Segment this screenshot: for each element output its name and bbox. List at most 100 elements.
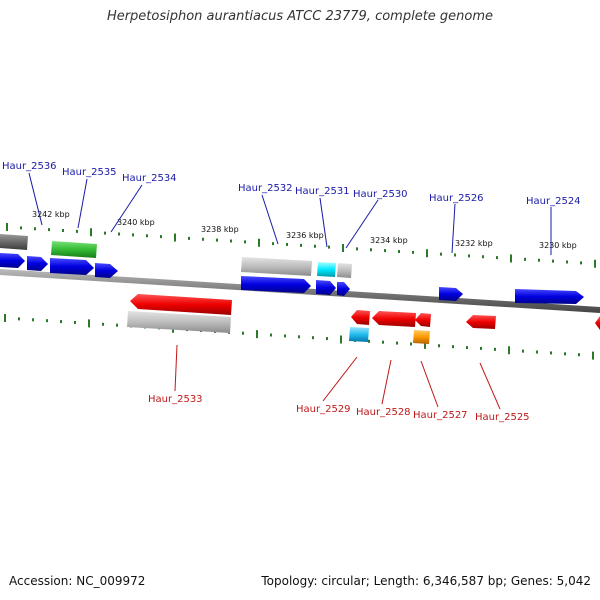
minor-tick <box>368 339 370 343</box>
gene-arrow-forward[interactable] <box>241 276 311 293</box>
minor-tick <box>412 250 414 254</box>
minor-tick <box>452 345 454 349</box>
minor-tick <box>284 334 286 338</box>
scale-label: 3240 kbp <box>117 218 155 227</box>
minor-tick <box>286 243 288 246</box>
minor-tick <box>104 231 106 235</box>
gene-feature-gray[interactable] <box>337 263 352 278</box>
minor-tick <box>410 342 412 346</box>
minor-tick <box>454 253 456 257</box>
minor-tick <box>356 247 358 251</box>
minor-tick <box>230 239 232 243</box>
minor-tick <box>536 350 538 354</box>
gene-arrow-reverse[interactable] <box>595 316 600 330</box>
minor-tick <box>132 233 134 237</box>
minor-tick <box>202 237 204 241</box>
gene-label-forward[interactable]: Haur_2536 <box>2 161 57 172</box>
gene-label-reverse[interactable]: Haur_2528 <box>356 407 411 418</box>
gene-feature-cyan[interactable] <box>317 262 336 277</box>
gene-label-reverse[interactable]: Haur_2533 <box>148 394 203 405</box>
gene-feature-gray[interactable] <box>127 311 231 333</box>
gene-arrow-forward[interactable] <box>316 280 336 295</box>
minor-tick <box>468 254 470 258</box>
gene-label-reverse[interactable]: Haur_2527 <box>413 410 468 421</box>
major-tick <box>342 244 344 252</box>
major-tick <box>88 319 90 328</box>
minor-tick <box>384 249 386 253</box>
minor-tick <box>34 227 36 231</box>
gene-feature-green[interactable] <box>51 241 97 258</box>
gene-feature-gray[interactable] <box>241 257 312 276</box>
gene-arrow-forward[interactable] <box>439 287 463 301</box>
gene-arrow-forward[interactable] <box>50 258 94 275</box>
minor-tick <box>18 317 20 321</box>
major-tick <box>90 228 92 237</box>
gene-label-reverse[interactable]: Haur_2525 <box>475 412 530 423</box>
gene-label-forward[interactable]: Haur_2535 <box>62 167 117 178</box>
major-tick <box>508 346 510 355</box>
genome-title: Herpetosiphon aurantiacus ATCC 23779, co… <box>106 9 494 24</box>
minor-tick <box>48 228 50 232</box>
reverse-gene-labels: Haur_2533 Haur_2529 Haur_2528 Haur_2527 … <box>148 344 530 423</box>
scale-label: 3238 kbp <box>201 225 239 234</box>
major-tick <box>4 314 6 322</box>
gene-arrow-forward[interactable] <box>27 256 48 271</box>
gene-arrow-reverse[interactable] <box>351 310 370 325</box>
major-tick <box>340 335 342 344</box>
genome-summary: Topology: circular; Length: 6,346,587 bp… <box>261 574 591 588</box>
scale-label: 3230 kbp <box>539 241 577 250</box>
scale-label: 3236 kbp <box>286 231 324 240</box>
gene-feature-gray[interactable] <box>0 234 28 250</box>
minor-tick <box>438 344 440 348</box>
minor-tick <box>118 232 120 236</box>
minor-tick <box>270 333 272 337</box>
minor-tick <box>398 250 400 253</box>
gene-arrow-reverse[interactable] <box>415 313 431 327</box>
gene-label-forward[interactable]: Haur_2531 <box>295 186 350 197</box>
gene-feature-orange[interactable] <box>413 330 430 344</box>
minor-tick <box>482 255 484 259</box>
minor-tick <box>480 346 482 350</box>
minor-tick <box>160 235 162 239</box>
minor-tick <box>580 261 582 265</box>
minor-tick <box>538 258 540 262</box>
minor-tick <box>312 336 314 340</box>
gene-label-forward[interactable]: Haur_2526 <box>429 193 484 204</box>
minor-tick <box>494 347 496 351</box>
minor-tick <box>382 340 384 344</box>
minor-tick <box>314 244 316 248</box>
gene-arrow-reverse[interactable] <box>372 311 416 327</box>
scale-labels: 3242 kbp 3240 kbp 3238 kbp 3236 kbp 3234… <box>32 210 577 250</box>
minor-tick <box>326 337 328 341</box>
gene-arrow-forward[interactable] <box>95 263 118 278</box>
scale-label: 3232 kbp <box>455 239 493 248</box>
minor-tick <box>496 256 498 260</box>
gene-label-forward[interactable]: Haur_2530 <box>353 189 408 200</box>
minor-tick <box>440 252 442 256</box>
gene-label-forward[interactable]: Haur_2532 <box>238 183 293 194</box>
minor-tick <box>116 323 118 327</box>
minor-tick <box>216 238 218 242</box>
major-tick <box>6 223 8 231</box>
gene-arrow-forward[interactable] <box>337 282 350 296</box>
gene-label-forward[interactable]: Haur_2534 <box>122 173 177 184</box>
minor-tick <box>102 322 104 326</box>
minor-tick <box>466 346 468 350</box>
gene-arrow-forward[interactable] <box>0 253 25 268</box>
major-tick <box>426 249 428 258</box>
gene-arrow-reverse[interactable] <box>130 294 232 315</box>
scale-ticks-forward <box>6 223 596 268</box>
gene-label-forward[interactable]: Haur_2524 <box>526 196 581 207</box>
major-tick <box>424 340 426 349</box>
forward-gene-labels: Haur_2536 Haur_2535 Haur_2534 Haur_2532 … <box>2 161 581 255</box>
major-tick <box>174 233 176 242</box>
minor-tick <box>242 331 244 335</box>
gene-arrow-forward[interactable] <box>515 289 584 304</box>
minor-tick <box>20 226 22 230</box>
gene-feature-sky[interactable] <box>349 327 369 342</box>
gene-label-reverse[interactable]: Haur_2529 <box>296 404 351 415</box>
gene-arrow-reverse[interactable] <box>466 315 496 329</box>
minor-tick <box>32 318 34 322</box>
minor-tick <box>62 229 64 232</box>
